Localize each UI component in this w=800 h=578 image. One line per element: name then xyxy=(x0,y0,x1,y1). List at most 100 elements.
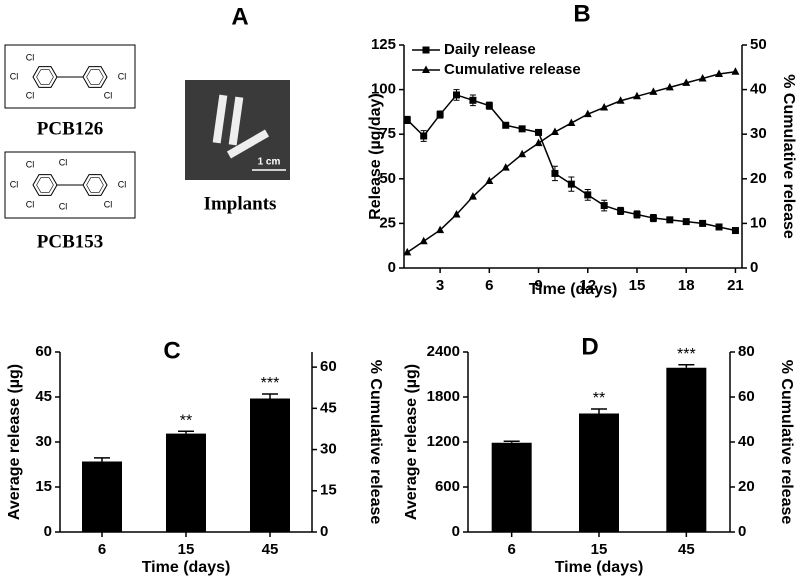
atom-label: Cl xyxy=(59,201,68,211)
x-tick-label: 9 xyxy=(534,277,542,294)
y-tick-label: 2400 xyxy=(427,343,460,360)
compound-name: PCB126 xyxy=(37,118,104,139)
structure-box xyxy=(4,151,136,219)
y2-tick-label: 15 xyxy=(320,482,337,499)
y-tick-label: 125 xyxy=(371,36,396,53)
marker xyxy=(632,91,641,100)
significance: ** xyxy=(180,412,192,429)
y2-axis-title: % Cumulative release xyxy=(367,360,384,525)
atom-label: Cl xyxy=(26,199,35,209)
image-caption: Implants xyxy=(204,193,277,214)
atom-label: Cl xyxy=(26,159,35,169)
panel-label: A xyxy=(231,3,248,30)
y2-tick-label: 20 xyxy=(750,170,767,187)
y2-axis-title: % Cumulative release xyxy=(780,74,797,239)
implant xyxy=(212,94,228,144)
x-tick-label: 45 xyxy=(262,541,279,558)
marker xyxy=(584,191,592,199)
marker xyxy=(403,116,411,124)
x-axis-title: Time (days) xyxy=(529,281,618,298)
marker xyxy=(699,219,707,227)
x-tick-label: 6 xyxy=(485,277,493,294)
x-tick-label: 15 xyxy=(591,541,608,558)
marker xyxy=(485,102,493,110)
marker xyxy=(518,125,526,133)
y2-tick-label: 45 xyxy=(320,399,337,416)
atom-label: Cl xyxy=(59,157,68,167)
y2-tick-label: 40 xyxy=(750,81,767,98)
y-tick-label: 50 xyxy=(379,170,396,187)
bar xyxy=(250,398,290,532)
x-tick-label: 6 xyxy=(507,541,515,558)
atom-label: Cl xyxy=(104,90,113,100)
x-axis-title: Time (days) xyxy=(142,559,231,576)
y-tick-label: 0 xyxy=(388,259,396,276)
x-tick-label: 15 xyxy=(178,541,195,558)
marker xyxy=(535,128,543,136)
y2-tick-label: 80 xyxy=(738,343,755,360)
marker xyxy=(616,96,625,104)
x-tick-label: 3 xyxy=(436,277,444,294)
marker xyxy=(534,138,543,147)
ring xyxy=(32,174,58,196)
y2-tick-label: 0 xyxy=(738,523,746,540)
y-tick-label: 15 xyxy=(35,478,52,495)
legend-marker xyxy=(422,65,430,73)
y2-tick-label: 10 xyxy=(750,214,767,231)
y2-tick-label: 60 xyxy=(738,388,755,405)
y-tick-label: 0 xyxy=(44,523,52,540)
atom-label: Cl xyxy=(10,179,19,189)
marker xyxy=(550,127,559,135)
marker xyxy=(698,73,707,82)
marker xyxy=(453,91,461,99)
error-bar xyxy=(591,408,607,414)
marker xyxy=(600,202,608,210)
y-tick-label: 1200 xyxy=(427,433,460,450)
marker xyxy=(403,247,412,256)
y-tick-label: 30 xyxy=(35,433,52,450)
bar xyxy=(491,442,532,532)
marker xyxy=(665,82,674,91)
bar xyxy=(579,413,619,532)
ring-inner xyxy=(86,177,104,193)
significance: ** xyxy=(593,390,605,407)
legend-marker xyxy=(422,46,430,54)
implant xyxy=(226,129,270,159)
x-tick-label: 21 xyxy=(727,277,744,294)
atom-label: Cl xyxy=(26,90,35,100)
x-tick-label: 6 xyxy=(98,541,106,558)
x-tick-label: 45 xyxy=(678,541,695,558)
y2-tick-label: 0 xyxy=(750,259,758,276)
y-tick-label: 60 xyxy=(35,343,52,360)
significance: *** xyxy=(677,346,696,363)
marker xyxy=(436,225,445,234)
atom-label: Cl xyxy=(118,179,127,189)
scale-label: 1 cm xyxy=(258,157,281,168)
error-bar xyxy=(262,393,278,399)
y-tick-label: 0 xyxy=(452,523,460,540)
y2-tick-label: 30 xyxy=(750,125,767,142)
panel-label: D xyxy=(581,333,598,360)
significance: *** xyxy=(261,375,280,392)
marker xyxy=(452,209,461,218)
error-bar xyxy=(178,430,194,434)
atom-label: Cl xyxy=(104,199,113,209)
y2-axis-title: % Cumulative release xyxy=(778,360,795,525)
marker xyxy=(731,67,740,75)
panel-label: C xyxy=(163,337,180,364)
y2-tick-label: 40 xyxy=(738,433,755,450)
y2-tick-label: 30 xyxy=(320,441,337,458)
y-axis-title: Release (µg/day) xyxy=(367,93,384,220)
y-axis-title: Average release (µg) xyxy=(403,364,420,520)
marker xyxy=(567,180,575,188)
ring-inner xyxy=(36,69,54,85)
bar xyxy=(666,367,707,532)
marker xyxy=(649,214,657,222)
y2-tick-label: 20 xyxy=(738,478,755,495)
implant xyxy=(228,96,244,146)
marker xyxy=(600,102,609,111)
marker xyxy=(419,236,428,245)
marker xyxy=(436,111,444,119)
x-tick-label: 15 xyxy=(629,277,646,294)
legend-label: Daily release xyxy=(444,41,536,58)
